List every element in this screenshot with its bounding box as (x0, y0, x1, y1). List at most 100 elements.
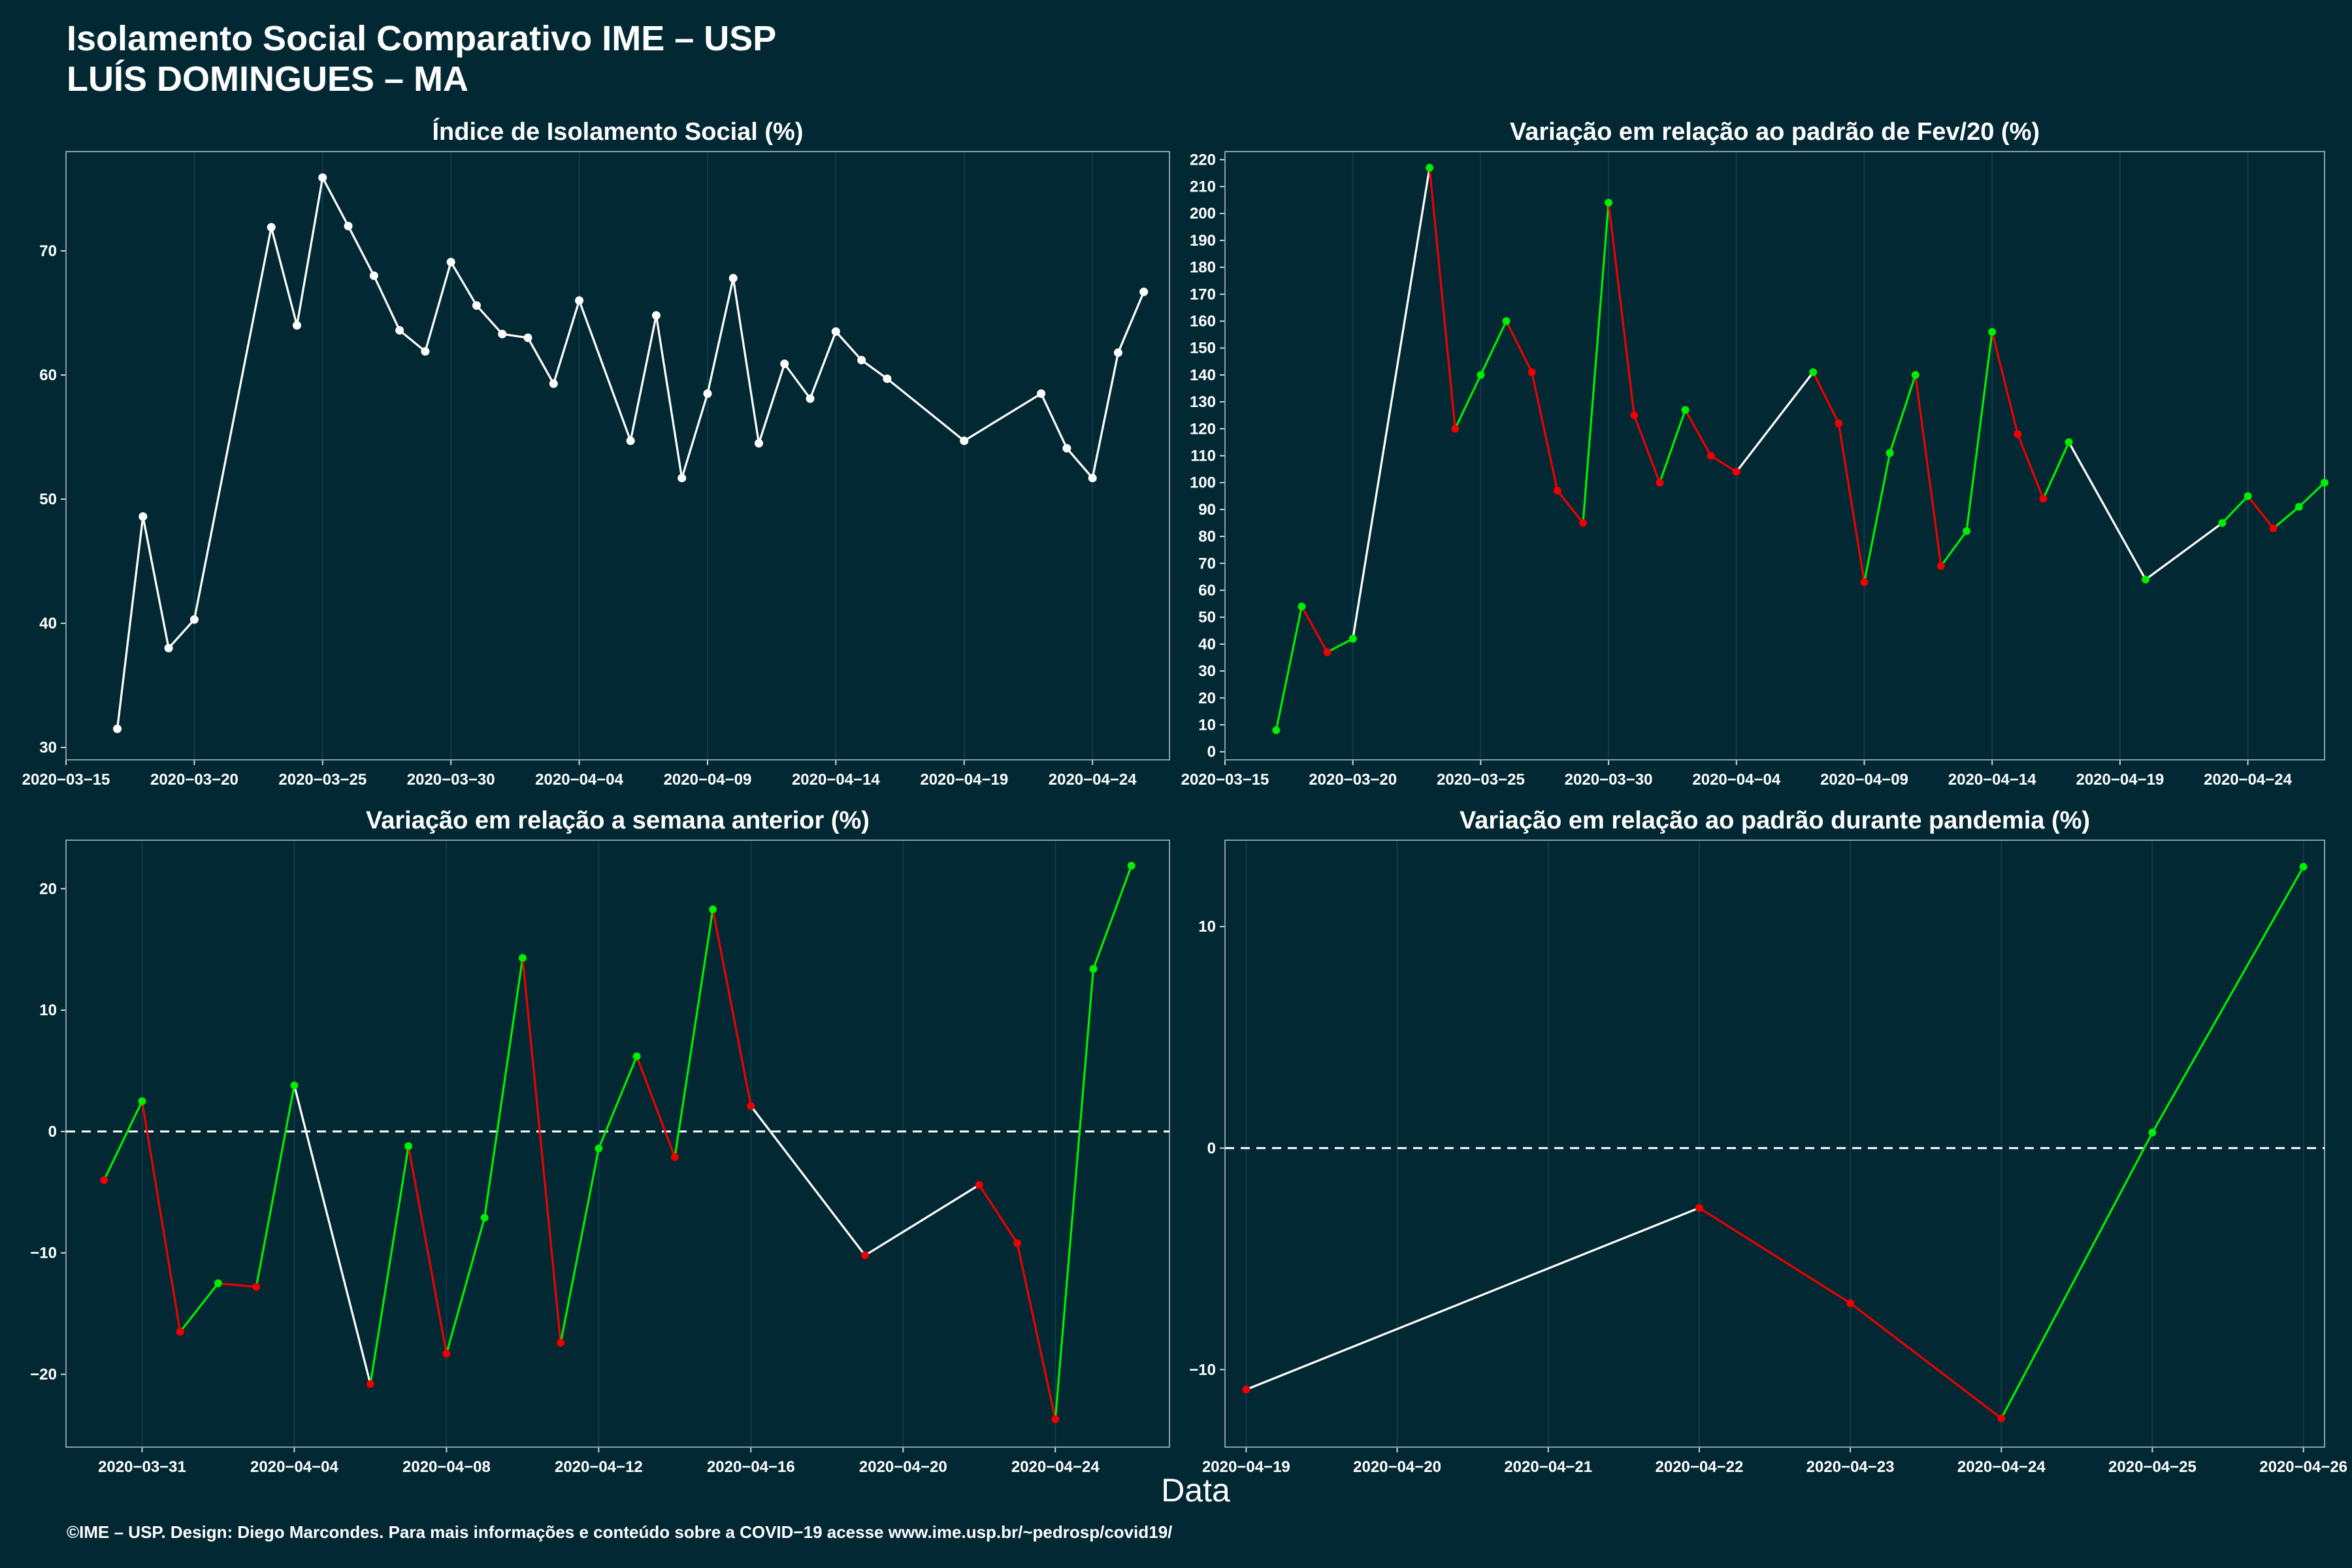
series-segment (399, 329, 427, 353)
data-point (1707, 451, 1715, 460)
data-point (1451, 425, 1460, 433)
series-segment (655, 314, 683, 480)
y-tick-label: 220 (1190, 151, 1216, 169)
series-segment (167, 618, 195, 649)
x-tick-label: 2020−04−04 (250, 1458, 338, 1476)
series-segment (369, 1145, 410, 1385)
data-point (960, 436, 969, 446)
data-point (1426, 163, 1434, 172)
data-point (709, 905, 717, 913)
data-point (670, 1152, 679, 1161)
data-point (2244, 492, 2252, 500)
data-point (2299, 862, 2308, 871)
data-point (100, 1176, 108, 1184)
series-segment (783, 363, 811, 400)
series-segment (1965, 331, 1993, 532)
series-segment (1889, 374, 1917, 454)
series-segment (407, 1145, 448, 1355)
series-segment (270, 226, 299, 327)
data-point (975, 1181, 983, 1189)
data-point (252, 1282, 261, 1291)
data-point (1681, 406, 1690, 414)
data-point (1695, 1203, 1703, 1212)
series-segment (834, 330, 863, 361)
data-point (214, 1279, 222, 1288)
y-tick-label: −20 (30, 1366, 57, 1384)
series-segment (1849, 1302, 2002, 1420)
data-point (2295, 502, 2303, 511)
series-segment (142, 515, 170, 649)
y-tick-label: 10 (39, 1002, 57, 1019)
data-point (498, 329, 507, 338)
data-point (2039, 495, 2048, 503)
data-point (557, 1339, 565, 1347)
data-point (318, 173, 327, 182)
y-tick-label: 110 (1190, 448, 1216, 465)
y-tick-label: −10 (1189, 1361, 1216, 1379)
series-segment (597, 1055, 638, 1150)
x-tick-label: 2020−04−14 (792, 771, 880, 789)
x-tick-label: 2020−04−24 (2204, 771, 2292, 789)
y-tick-label: 30 (1198, 662, 1216, 680)
y-tick-label: 60 (1198, 581, 1216, 599)
data-point (1936, 562, 1945, 570)
y-tick-label: 10 (1198, 716, 1216, 734)
data-point (138, 1097, 146, 1105)
x-tick-label: 2020−03−20 (1309, 771, 1397, 789)
series-segment (629, 314, 658, 442)
data-point (523, 333, 532, 342)
data-point (1860, 578, 1869, 587)
y-tick-label: 30 (39, 739, 57, 757)
data-point (1605, 199, 1613, 207)
x-tick-label: 2020−04−09 (1820, 771, 1908, 789)
data-point (549, 379, 558, 388)
series-segment (552, 299, 581, 385)
data-point (2269, 524, 2278, 532)
data-point (1527, 368, 1536, 376)
y-tick-label: 0 (48, 1123, 57, 1141)
x-tick-label: 2020−04−08 (402, 1458, 491, 1476)
data-point (2142, 575, 2150, 583)
x-tick-label: 2020−04−25 (2108, 1458, 2197, 1476)
series-segment (2272, 506, 2300, 530)
x-tick-label: 2020−04−26 (2259, 1458, 2347, 1476)
series-segment (1275, 605, 1303, 732)
y-tick-label: 170 (1190, 286, 1216, 303)
series-segment (963, 392, 1043, 442)
y-tick-label: 0 (1207, 1139, 1216, 1157)
x-axis-label: Data (1161, 1472, 1230, 1509)
data-point (1988, 328, 1997, 336)
series-segment (1633, 414, 1661, 484)
data-point (2148, 1128, 2157, 1137)
y-tick-label: 20 (1198, 689, 1216, 707)
series-segment (1054, 968, 1095, 1420)
data-point (404, 1142, 413, 1151)
series-segment (521, 956, 562, 1344)
series-segment (347, 225, 375, 277)
series-segment (1607, 201, 1635, 417)
series-segment (321, 176, 350, 227)
series-segment (578, 299, 632, 442)
data-point (1037, 389, 1046, 398)
x-tick-label: 2020−03−25 (1437, 771, 1525, 789)
data-point (366, 1380, 374, 1388)
data-point (575, 296, 584, 305)
data-point (2321, 478, 2328, 487)
series-segment (2144, 521, 2224, 581)
data-point (1963, 527, 1971, 535)
series-segment (140, 1100, 182, 1333)
series-segment (2042, 441, 2070, 500)
series-segment (1991, 331, 2019, 436)
data-point (1578, 519, 1587, 527)
y-tick-label: 50 (39, 491, 57, 508)
x-tick-label: 2020−04−19 (1202, 1458, 1290, 1476)
series-segment (475, 304, 504, 335)
x-tick-label: 2020−04−12 (555, 1458, 643, 1476)
data-point (1911, 370, 1919, 379)
series-segment (681, 392, 709, 480)
series-segment (809, 330, 837, 400)
series-segment (2000, 1131, 2154, 1420)
series-segment (1812, 371, 1840, 425)
data-point (1835, 419, 1843, 428)
